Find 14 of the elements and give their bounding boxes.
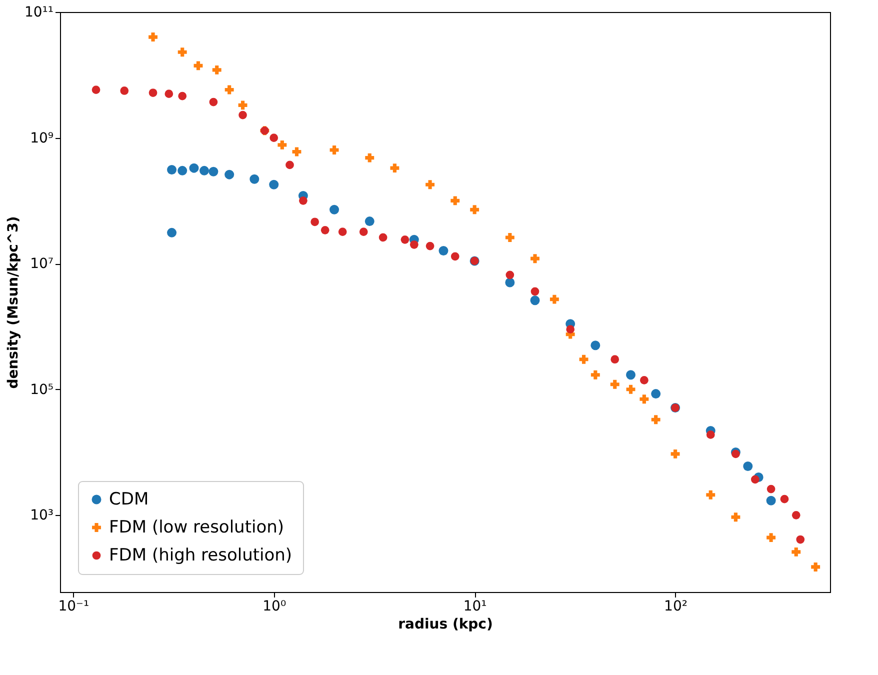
- x-tick-label: 10¹: [463, 598, 487, 614]
- x-tick-label: 10²: [664, 598, 688, 614]
- y-tick-label: 10³: [30, 508, 54, 524]
- y-tick-label: 10⁷: [30, 256, 54, 272]
- y-tick-label: 10⁹: [30, 130, 54, 146]
- y-axis-title: density (Msun/kpc^3): [5, 216, 22, 389]
- x-tick-label: 10⁻¹: [58, 598, 90, 614]
- y-tick-label: 10⁵: [30, 382, 54, 398]
- legend-label: FDM (high resolution): [109, 546, 292, 566]
- legend-label: CDM: [109, 490, 149, 510]
- x-axis-title: radius (kpc): [398, 616, 493, 632]
- y-tick-label: 10¹¹: [24, 4, 54, 20]
- x-tick-label: 10⁰: [262, 598, 286, 614]
- legend-label: FDM (low resolution): [109, 518, 284, 538]
